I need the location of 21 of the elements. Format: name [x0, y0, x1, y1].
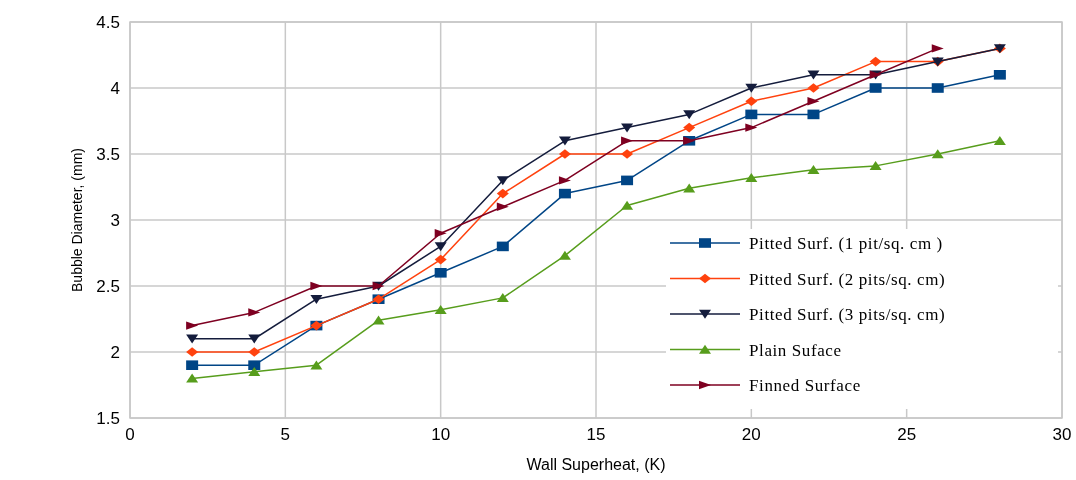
y-tick-label: 3: [110, 211, 120, 230]
y-tick-label: 2: [110, 343, 120, 362]
legend-label: Plain Suface: [749, 340, 842, 360]
legend-label: Pitted Surf. (1 pit/sq. cm ): [749, 234, 943, 253]
x-tick-label: 0: [125, 425, 135, 444]
x-tick-label: 20: [741, 425, 761, 444]
y-tick-label: 3.5: [96, 145, 120, 164]
x-tick-label: 25: [897, 425, 917, 444]
y-axis-title: Bubble Diameter, (mm): [69, 148, 85, 292]
legend-label: Finned Surface: [749, 376, 861, 395]
x-tick-label: 10: [431, 425, 451, 444]
x-tick-label: 15: [586, 425, 606, 444]
y-tick-label: 4: [110, 79, 120, 98]
x-tick-label: 5: [280, 425, 291, 444]
x-axis-title: Wall Superheat, (K): [526, 456, 666, 473]
x-tick-label: 30: [1052, 425, 1072, 444]
y-tick-label: 4.5: [96, 13, 120, 32]
y-tick-label: 2.5: [96, 277, 120, 296]
legend-label: Pitted Surf. (2 pits/sq. cm): [749, 269, 946, 289]
legend-label: Pitted Surf. (3 pits/sq. cm): [749, 305, 946, 324]
y-tick-label: 1.5: [96, 409, 120, 428]
